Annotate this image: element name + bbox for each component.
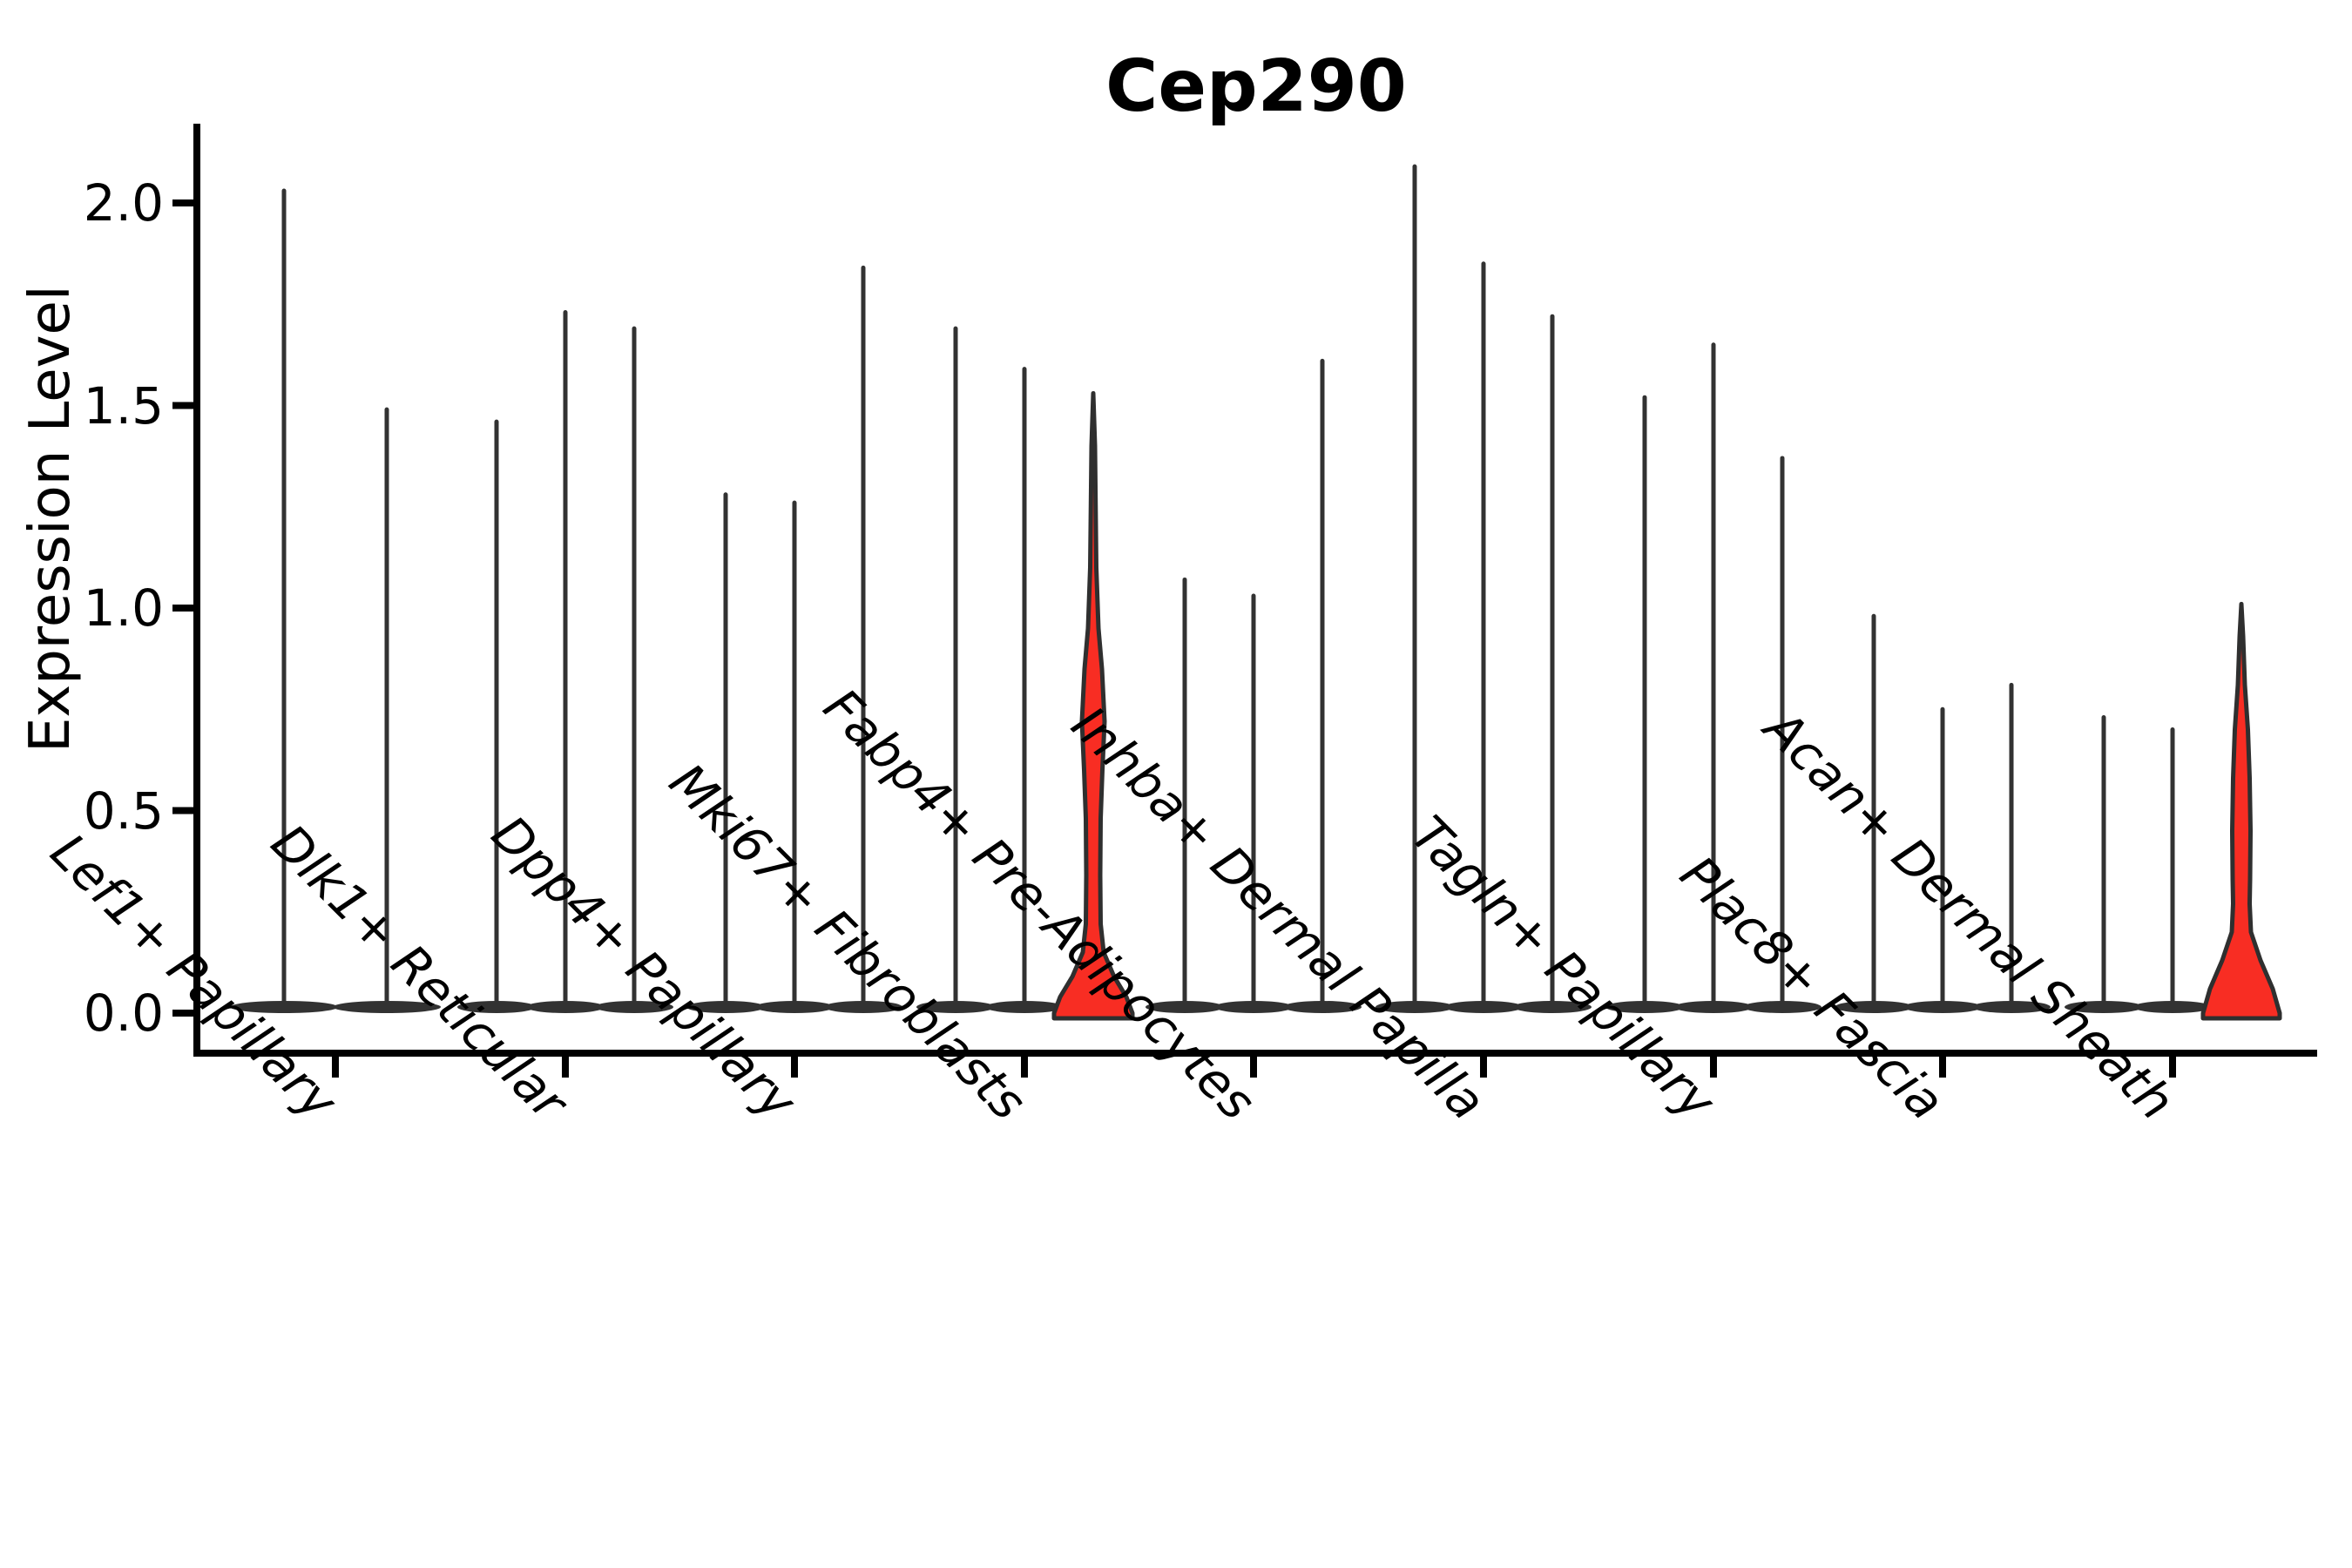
y-tick-label: 1.5 (83, 375, 164, 436)
y-tick-label: 2.0 (83, 173, 164, 233)
highlighted-violin (1051, 391, 1135, 1021)
y-tick-label: 0.0 (83, 983, 164, 1043)
highlighted-violin (2200, 601, 2282, 1021)
y-tick-label: 0.5 (83, 781, 164, 841)
y-tick-label: 1.0 (83, 578, 164, 638)
chart-title: Cep290 (1105, 45, 1407, 128)
y-axis-label: Expression Level (18, 285, 83, 753)
